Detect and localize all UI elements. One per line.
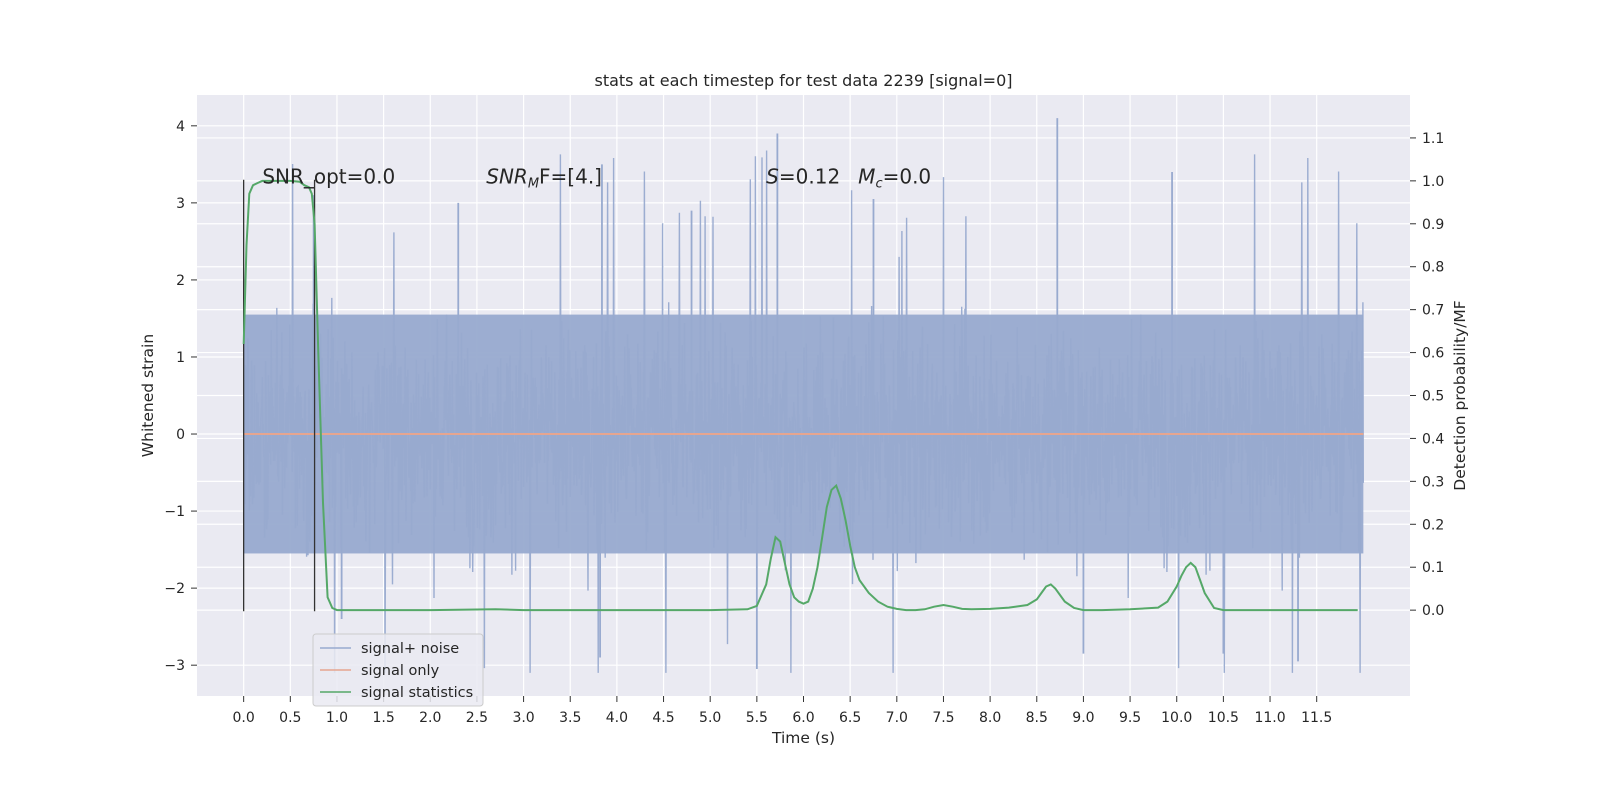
x-tick-label: 8.0 (979, 710, 1001, 726)
y-right-tick-label: 0.4 (1422, 431, 1444, 447)
x-tick-label: 9.5 (1119, 710, 1141, 726)
x-tick-label: 11.5 (1301, 710, 1332, 726)
chart-title: stats at each timestep for test data 223… (594, 71, 1012, 90)
y-right-tick-label: 0.3 (1422, 474, 1444, 490)
x-tick-label: 2.5 (466, 710, 488, 726)
legend-box (312, 633, 484, 707)
x-tick-label: 6.5 (839, 710, 861, 726)
y-right-tick-label: 0.0 (1422, 603, 1444, 619)
y-tick-label: 0 (176, 427, 185, 443)
y-right-tick-label: 1.0 (1422, 174, 1444, 190)
x-tick-label: 1.5 (372, 710, 394, 726)
x-tick-label: 4.0 (606, 710, 628, 726)
legend-label-signal-noise: signal+ noise (361, 641, 459, 657)
x-tick-label: 5.5 (746, 710, 768, 726)
y-right-tick-label: 0.1 (1422, 560, 1444, 576)
x-tick-label: 10.0 (1161, 710, 1192, 726)
y-right-tick-label: 0.2 (1422, 517, 1444, 533)
y-axis-label: Whitened strain (139, 334, 157, 457)
noise-trace (243, 150, 1364, 673)
y-tick-label: −3 (164, 658, 185, 674)
y-tick-label: −1 (164, 504, 185, 520)
x-tick-label: 6.0 (792, 710, 814, 726)
x-tick-label: 5.0 (699, 710, 721, 726)
x-tick-label: 1.0 (326, 710, 348, 726)
legend-label-signal-statistics: signal statistics (361, 685, 473, 701)
annotation-snr-opt: SNR_opt=0.0 (262, 165, 395, 189)
x-tick-label: 0.5 (279, 710, 301, 726)
y-right-tick-label: 0.9 (1422, 217, 1444, 233)
y-tick-label: −2 (164, 581, 185, 597)
y-right-tick-label: 1.1 (1422, 131, 1444, 147)
y-tick-label: 2 (176, 273, 185, 289)
x-tick-label: 8.5 (1026, 710, 1048, 726)
x-tick-label: 10.5 (1208, 710, 1239, 726)
x-tick-label: 11.0 (1254, 710, 1285, 726)
legend: signal+ noise signal only signal statist… (312, 633, 484, 707)
annotation-s-mc: S=0.12 Mc=0.0 (766, 165, 931, 192)
x-tick-label: 0.0 (233, 710, 255, 726)
x-tick-label: 9.0 (1072, 710, 1094, 726)
x-tick-label: 7.5 (932, 710, 954, 726)
y-right-tick-label: 0.8 (1422, 260, 1444, 276)
y-tick-label: 3 (176, 196, 185, 212)
x-tick-label: 4.5 (652, 710, 674, 726)
statistics-line (242, 179, 1358, 612)
y-tick-label: 1 (176, 350, 185, 366)
x-tick-label: 7.0 (886, 710, 908, 726)
x-tick-label: 3.0 (512, 710, 534, 726)
x-axis-label: Time (s) (771, 729, 835, 747)
y-tick-label: 4 (176, 119, 185, 135)
series-signal-statistics (242, 179, 1358, 612)
x-tick-label: 2.0 (419, 710, 441, 726)
axis-ticks: 0.0 0.5 1.0 1.5 2.0 2.5 3.0 3.5 4.0 4.5 5.0 5.5 6.0 6… (164, 119, 1444, 726)
y-axis-right-label: Detection probability/MF (1451, 300, 1469, 491)
y-right-tick-label: 0.5 (1422, 389, 1444, 405)
x-tick-label: 3.5 (559, 710, 581, 726)
legend-label-signal-only: signal only (361, 663, 440, 679)
annotation-snr-mf: SNRMF=[4.] (486, 165, 602, 192)
y-right-tick-label: 0.7 (1422, 303, 1444, 319)
y-right-tick-label: 0.6 (1422, 346, 1444, 362)
